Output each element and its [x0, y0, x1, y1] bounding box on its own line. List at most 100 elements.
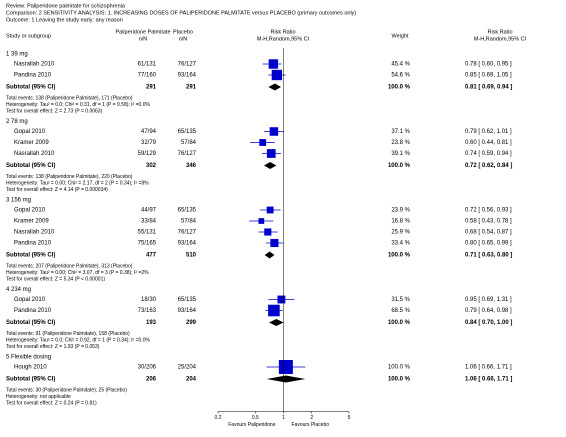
- treat-events: 59/129: [138, 151, 157, 157]
- weight: 23.9 %: [391, 208, 410, 214]
- subtotal-ctrl: 299: [186, 320, 197, 326]
- ctrl-events: 76/127: [178, 230, 197, 236]
- subtotal-diamond: [268, 83, 281, 91]
- subtotal-weight: 100.0 %: [388, 85, 411, 91]
- weight: 31.5 %: [391, 297, 410, 303]
- subtotal-rr: 1.06 [ 0.66, 1.71 ]: [465, 377, 512, 383]
- subgroup-note: Total events: 138 (Paliperidone Palmitat…: [6, 174, 133, 180]
- treat-events: 47/94: [141, 129, 157, 135]
- study-name: Nasrallah 2010: [14, 230, 55, 236]
- group-title: 4 234 mg: [6, 287, 31, 293]
- col-ctrl-sub: n/N: [179, 36, 188, 42]
- study-name: Hough 2010: [14, 365, 47, 371]
- weight: 16.8 %: [391, 219, 410, 225]
- study-name: Nasrallah 2010: [14, 151, 55, 157]
- subtotal-rr: 0.71 [ 0.63, 0.80 ]: [465, 253, 512, 259]
- weight: 37.1 %: [391, 129, 410, 135]
- risk-ratio: 0.58 [ 0.43, 0.78 ]: [465, 219, 512, 225]
- subtotal-ctrl: 346: [186, 163, 197, 169]
- study-square: [266, 206, 274, 214]
- subgroup-note: Test for overall effect: Z = 4.14 (P = 0…: [6, 187, 108, 193]
- treat-events: 61/131: [138, 62, 157, 68]
- treat-events: 30/206: [138, 365, 157, 371]
- study-name: Pandina 2010: [14, 241, 52, 247]
- subtotal-ctrl: 510: [186, 253, 197, 259]
- study-name: Gopal 2010: [14, 297, 46, 303]
- col-weight: Weight: [391, 33, 408, 39]
- subgroup-note: Heterogeneity: Tau² = 0.0; Chi² = 0.92, …: [6, 337, 150, 343]
- comparison: Comparison: 2 SENSITIVITY ANALYSIS: 1. I…: [6, 10, 356, 16]
- study-square: [259, 139, 267, 146]
- treat-events: 44/97: [141, 208, 157, 214]
- subgroup-note: Total events: 91 (Paliperidone Palmitate…: [6, 331, 130, 337]
- subtotal-name: Subtotal (95% CI): [6, 85, 55, 91]
- col-treat: Paliperidone Palmitate: [115, 29, 170, 35]
- subtotal-weight: 100.0 %: [388, 377, 411, 383]
- x-tick-label: 1: [282, 415, 285, 421]
- outcome: Outcome: 1 Leaving the study early: any …: [6, 17, 123, 23]
- weight: 100.0 %: [388, 365, 411, 371]
- risk-ratio: 0.79 [ 0.64, 0.98 ]: [465, 308, 512, 314]
- subtotal-weight: 100.0 %: [388, 163, 411, 169]
- weight: 54.6 %: [391, 73, 410, 79]
- risk-ratio: 0.85 [ 0.69, 1.05 ]: [465, 73, 512, 79]
- subtotal-ctrl: 291: [186, 85, 197, 91]
- ctrl-events: 25/204: [178, 365, 197, 371]
- study-square: [278, 360, 293, 374]
- ctrl-events: 76/127: [178, 62, 197, 68]
- subtotal-diamond: [266, 375, 306, 383]
- subgroup-note: Test for overall effect: Z = 0.24 (P = 0…: [6, 400, 97, 406]
- subgroup-note: Total events: 207 (Paliperidone Palmitat…: [6, 263, 133, 269]
- col-ctrl: Placebo: [173, 29, 193, 35]
- study-square: [271, 69, 283, 81]
- study-name: Kramer 2009: [14, 140, 49, 146]
- review: Review: Paliperidone palmitate for schiz…: [6, 3, 126, 9]
- subtotal-diamond: [264, 162, 277, 169]
- study-name: Nasrallah 2010: [14, 62, 55, 68]
- subtotal-rr: 0.81 [ 0.69, 0.94 ]: [465, 85, 512, 91]
- ctrl-events: 57/84: [181, 140, 197, 146]
- subtotal-weight: 100.0 %: [388, 253, 411, 259]
- treat-events: 33/84: [141, 219, 157, 225]
- col-plot-sub: M-H,Random,95% CI: [257, 36, 310, 42]
- weight: 45.4 %: [391, 62, 410, 68]
- col-rr-sub: M-H,Random,95% CI: [474, 36, 527, 42]
- col-study: Study or subgroup: [6, 33, 51, 39]
- x-tick-label: 0.2: [215, 415, 222, 421]
- subgroup-note: Total events: 30 (Paliperidone Palmitate…: [6, 387, 127, 393]
- risk-ratio: 0.95 [ 0.69, 1.31 ]: [465, 297, 512, 303]
- subtotal-name: Subtotal (95% CI): [6, 163, 55, 169]
- treat-events: 18/30: [141, 297, 157, 303]
- subtotal-weight: 100.0 %: [388, 320, 411, 326]
- weight: 39.1 %: [391, 151, 410, 157]
- risk-ratio: 0.78 [ 0.60, 0.95 ]: [465, 62, 512, 68]
- subtotal-treat: 291: [146, 85, 157, 91]
- subgroup-note: Total events: 138 (Paliperidone Palmitat…: [6, 95, 133, 101]
- risk-ratio: 0.68 [ 0.54, 0.87 ]: [465, 230, 512, 236]
- col-rr: Risk Ratio: [487, 29, 512, 35]
- study-name: Pandina 2010: [14, 73, 52, 79]
- x-tick-label: 0.5: [252, 415, 259, 421]
- subtotal-name: Subtotal (95% CI): [6, 377, 55, 383]
- study-name: Pandina 2010: [14, 308, 52, 314]
- weight: 68.5 %: [391, 308, 410, 314]
- subgroup-note: Heterogeneity: not applicable: [6, 394, 71, 400]
- treat-events: 77/160: [138, 73, 157, 79]
- study-square: [266, 149, 276, 158]
- subtotal-treat: 302: [146, 163, 157, 169]
- study-square: [270, 238, 279, 248]
- ctrl-events: 93/164: [178, 73, 197, 79]
- study-name: Gopal 2010: [14, 129, 46, 135]
- favours-left: Favours Paliperidone: [228, 422, 275, 428]
- subtotal-diamond: [268, 319, 284, 326]
- study-square: [277, 295, 286, 304]
- x-tick-label: 2: [310, 415, 313, 421]
- weight: 33.4 %: [391, 241, 410, 247]
- ctrl-events: 65/135: [178, 129, 197, 135]
- treat-events: 32/79: [141, 140, 157, 146]
- group-title: 5 Flexible dosing: [6, 355, 51, 361]
- study-square: [268, 304, 280, 317]
- subtotal-name: Subtotal (95% CI): [6, 320, 55, 326]
- subtotal-treat: 206: [146, 377, 157, 383]
